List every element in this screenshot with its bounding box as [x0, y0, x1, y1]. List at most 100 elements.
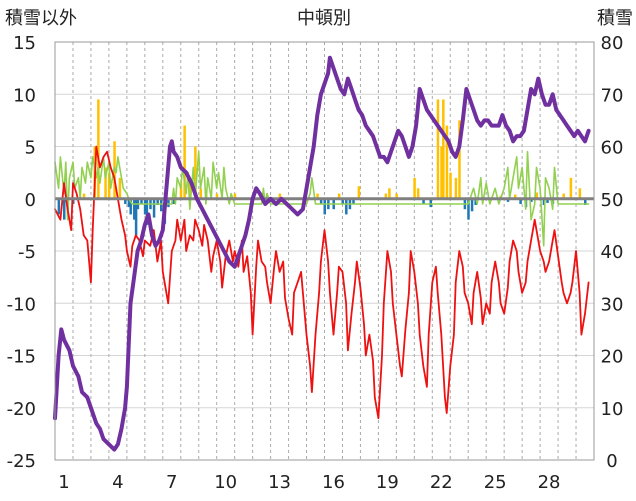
precip-bar	[530, 198, 533, 202]
precip-bar	[345, 198, 348, 215]
precip-bar	[133, 198, 136, 220]
precip-bar	[145, 198, 149, 225]
chart-title: 中頓別	[297, 8, 351, 29]
precip-bar	[97, 99, 100, 199]
precip-bar	[519, 198, 522, 204]
x-tick-label: 25	[484, 472, 507, 493]
precip-bar	[584, 198, 587, 206]
precip-bar	[319, 198, 323, 204]
precip-bar	[134, 198, 138, 236]
precip-bar	[107, 172, 111, 199]
precip-bar	[143, 198, 147, 215]
precip-bar	[445, 125, 449, 199]
precip-bar	[416, 188, 420, 199]
y-left-tick-label: -5	[18, 242, 36, 263]
precip-bar	[152, 198, 156, 218]
x-tick-label: 4	[112, 472, 123, 493]
precip-bar	[569, 177, 573, 199]
series-lines	[53, 55, 594, 452]
precip-bar	[172, 198, 176, 204]
precip-bar	[215, 193, 219, 199]
precip-bar	[449, 172, 452, 199]
y-left-tick-label: 5	[25, 138, 36, 159]
precip-bar	[352, 198, 355, 204]
precip-bar	[578, 188, 582, 199]
y-right-tick-label: 30	[601, 294, 624, 315]
y-right-tick-label: 10	[601, 399, 624, 420]
precip-bar	[160, 198, 163, 212]
precip-bar	[513, 194, 517, 199]
precip-bar	[458, 120, 461, 199]
precip-bar	[140, 198, 143, 204]
precip-bar	[429, 198, 433, 208]
precip-bar	[316, 193, 319, 199]
x-tick-label: 22	[430, 472, 453, 493]
precip-bar	[357, 186, 361, 199]
precip-bar	[188, 177, 192, 199]
precip-bar	[179, 183, 183, 199]
y-right-tick-label: 60	[601, 138, 624, 159]
precip-bar	[384, 193, 388, 199]
precip-bar	[278, 193, 282, 199]
y-left-tick-label: 0	[25, 190, 36, 211]
x-tick-label: 10	[214, 472, 237, 493]
x-tick-label: 28	[538, 472, 561, 493]
precip-bar	[323, 198, 326, 215]
precip-bar	[535, 192, 539, 199]
x-tick-label: 16	[322, 472, 345, 493]
snow_depth-line	[53, 55, 591, 452]
precip-bar	[542, 198, 546, 206]
precip-bar	[474, 198, 477, 206]
y-left-tick-label: -25	[7, 451, 36, 472]
precip-bar	[57, 198, 61, 215]
precip-bar	[341, 198, 344, 204]
precip-bar	[124, 198, 127, 204]
precip-bar	[183, 125, 186, 199]
right-axis-title: 積雪	[597, 8, 633, 29]
precip-bar	[467, 198, 470, 220]
y-left-tick-label: -20	[7, 399, 36, 420]
y-right-tick-label: 70	[601, 85, 624, 106]
x-tick-label: 1	[58, 472, 69, 493]
plot-frame	[54, 41, 595, 461]
precip-bar	[233, 193, 237, 199]
y-left-tick-label: 15	[13, 33, 36, 54]
precip-bar	[413, 177, 416, 199]
y-right-tick-label: 0	[606, 451, 617, 472]
y-left-tick-label: -10	[7, 294, 36, 315]
y-left-tick-label: -15	[7, 347, 36, 368]
precip-bar	[440, 146, 443, 199]
precip-bar	[422, 198, 425, 204]
precip-bar	[129, 198, 132, 215]
precip-bar	[71, 198, 75, 204]
x-tick-label: 13	[268, 472, 291, 493]
precip-bar	[470, 198, 474, 212]
precip-bar	[506, 198, 510, 202]
precip-bar	[104, 167, 107, 199]
y-right-tick-label: 40	[601, 242, 624, 263]
x-tick-label: 19	[376, 472, 399, 493]
precip-bar	[562, 193, 565, 199]
precip-bar	[194, 146, 197, 199]
precip-bar	[62, 198, 66, 220]
y-right-tick-label: 50	[601, 190, 624, 211]
precip-bar	[388, 188, 391, 199]
wind-line	[54, 150, 590, 247]
y-right-tick-label: 80	[601, 33, 624, 54]
precip-bar	[546, 198, 549, 203]
y-left-tick-label: 10	[13, 85, 36, 106]
x-tick-label: 7	[166, 472, 177, 493]
precip-bar	[395, 193, 398, 199]
left-axis-title: 積雪以外	[5, 8, 77, 29]
precip-bar	[167, 198, 170, 208]
precip-bar	[199, 188, 203, 199]
precip-bar	[156, 198, 159, 206]
precip-bar	[454, 177, 458, 199]
precip-bar	[436, 99, 440, 199]
precip-bar	[118, 177, 122, 199]
precip-bar	[82, 193, 86, 199]
y-right-tick-label: 20	[601, 347, 624, 368]
